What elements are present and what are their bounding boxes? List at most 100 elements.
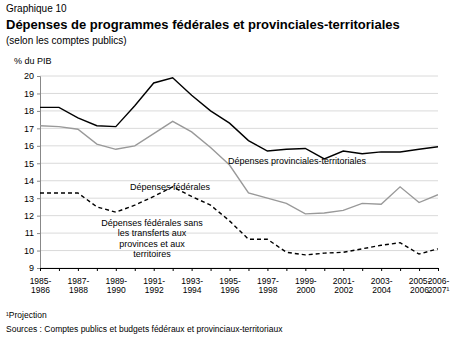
x-tick-mark [438,268,439,271]
x-axis: 1985-19861987-19881989-19901991-19921993… [30,268,450,295]
series-label-line: Dépenses fédérales [130,182,211,192]
y-tick-label: 17 [24,124,34,134]
series-label-line: Dépenses provinciales-territoriales [228,156,367,166]
x-tick: 1991-1992 [143,268,165,295]
x-tick-mark [192,268,193,271]
x-tick-label-line: 1990 [107,285,126,295]
chart: Graphique 10 Dépenses de programmes fédér… [0,0,450,343]
x-tick-mark [97,268,98,271]
y-tick-mark [37,111,40,112]
x-tick [286,268,287,271]
x-tick-label: 1985-1986 [30,276,52,295]
x-tick-mark [305,268,306,271]
y-tick-mark [37,93,40,94]
x-tick-label-line: 2004 [372,285,391,295]
grid [40,76,438,268]
y-tick: 16 [24,141,40,151]
x-tick-label: 1995-1996 [219,276,241,295]
grid-line [40,76,438,77]
lines [40,78,438,255]
y-tick-mark [37,216,40,217]
series-label-line: provinces et aux [119,239,185,249]
grid-line [40,110,438,111]
series-line [40,121,438,214]
x-tick-label-line: 1992 [145,285,164,295]
x-tick-label-line: 1988 [69,285,88,295]
x-tick-mark [40,268,41,271]
x-tick-label: 2001-2002 [333,276,355,295]
series-label: Dépenses fédérales sansles transferts au… [101,218,203,259]
y-tick-mark [37,128,40,129]
y-axis-title: % du PIB [14,56,52,66]
y-tick-mark [37,163,40,164]
x-tick-label-line: 1994 [183,285,202,295]
y-tick-label: 15 [24,159,34,169]
x-tick: 2006-2007¹ [428,268,450,295]
x-tick-mark [230,268,231,271]
series-label-line: Dépenses fédérales sans [101,218,203,228]
x-tick: 2003-2004 [371,268,393,295]
x-tick: 1985-1986 [30,268,52,295]
x-tick-mark [59,268,60,271]
x-tick-mark [286,268,287,271]
x-tick-label-line: 2000 [296,285,315,295]
x-tick-label-line: 1996 [221,285,240,295]
y-tick-mark [37,198,40,199]
x-tick [248,268,249,271]
x-tick-label: 1997-1998 [257,276,279,295]
title: Dépenses de programmes fédérales et prov… [6,17,400,32]
grid-line [40,233,438,234]
y-tick-label: 13 [24,194,34,204]
x-tick-label-line: 1998 [258,285,277,295]
x-tick-mark [173,268,174,271]
y-axis: 9 10 11 12 13 14 15 16 17 18 19 20 [24,71,41,273]
x-tick-mark [400,268,401,271]
x-tick [211,268,212,271]
x-tick-mark [381,268,382,271]
y-tick-mark [37,268,40,269]
x-tick [173,268,174,271]
x-tick [362,268,363,271]
x-tick [97,268,98,271]
x-tick-label: 1987-1988 [68,276,90,295]
x-tick [400,268,401,271]
y-tick-mark [37,251,40,252]
y-tick-mark [37,146,40,147]
y-tick: 9 [29,263,40,273]
x-tick: 1997-1998 [257,268,279,295]
y-tick: 19 [24,89,40,99]
y-tick: 11 [25,228,40,238]
y-tick-label: 11 [25,228,34,238]
x-tick-mark [78,268,79,271]
y-tick-label: 12 [24,211,34,221]
x-tick-mark [267,268,268,271]
y-tick-label: 20 [24,71,34,81]
y-tick: 15 [24,159,40,169]
y-tick-label: 14 [24,176,34,186]
x-tick-label: 1991-1992 [143,276,165,295]
x-tick-mark [211,268,212,271]
figure-label: Graphique 10 [6,3,67,14]
grid-line [40,128,438,129]
x-tick-label: 1993-1994 [181,276,203,295]
grid-line [40,268,438,269]
x-tick-mark [324,268,325,271]
subtitle: (selon les comptes publics) [6,35,127,46]
x-tick-mark [419,268,420,271]
x-tick-label-line: 1986 [31,285,50,295]
y-tick: 10 [24,246,40,256]
y-tick: 14 [24,176,40,186]
y-tick: 12 [24,211,40,221]
y-tick-label: 9 [29,263,34,273]
y-tick: 18 [24,106,40,116]
y-tick-mark [37,76,40,77]
series-label: Dépenses provinciales-territoriales [228,156,367,166]
x-tick: 1995-1996 [219,268,241,295]
x-tick-mark [135,268,136,271]
x-tick-mark [154,268,155,271]
series-line [40,78,438,159]
y-tick-label: 10 [24,246,34,256]
y-tick: 17 [24,124,40,134]
x-axis-line [41,268,439,269]
grid-line [40,93,438,94]
